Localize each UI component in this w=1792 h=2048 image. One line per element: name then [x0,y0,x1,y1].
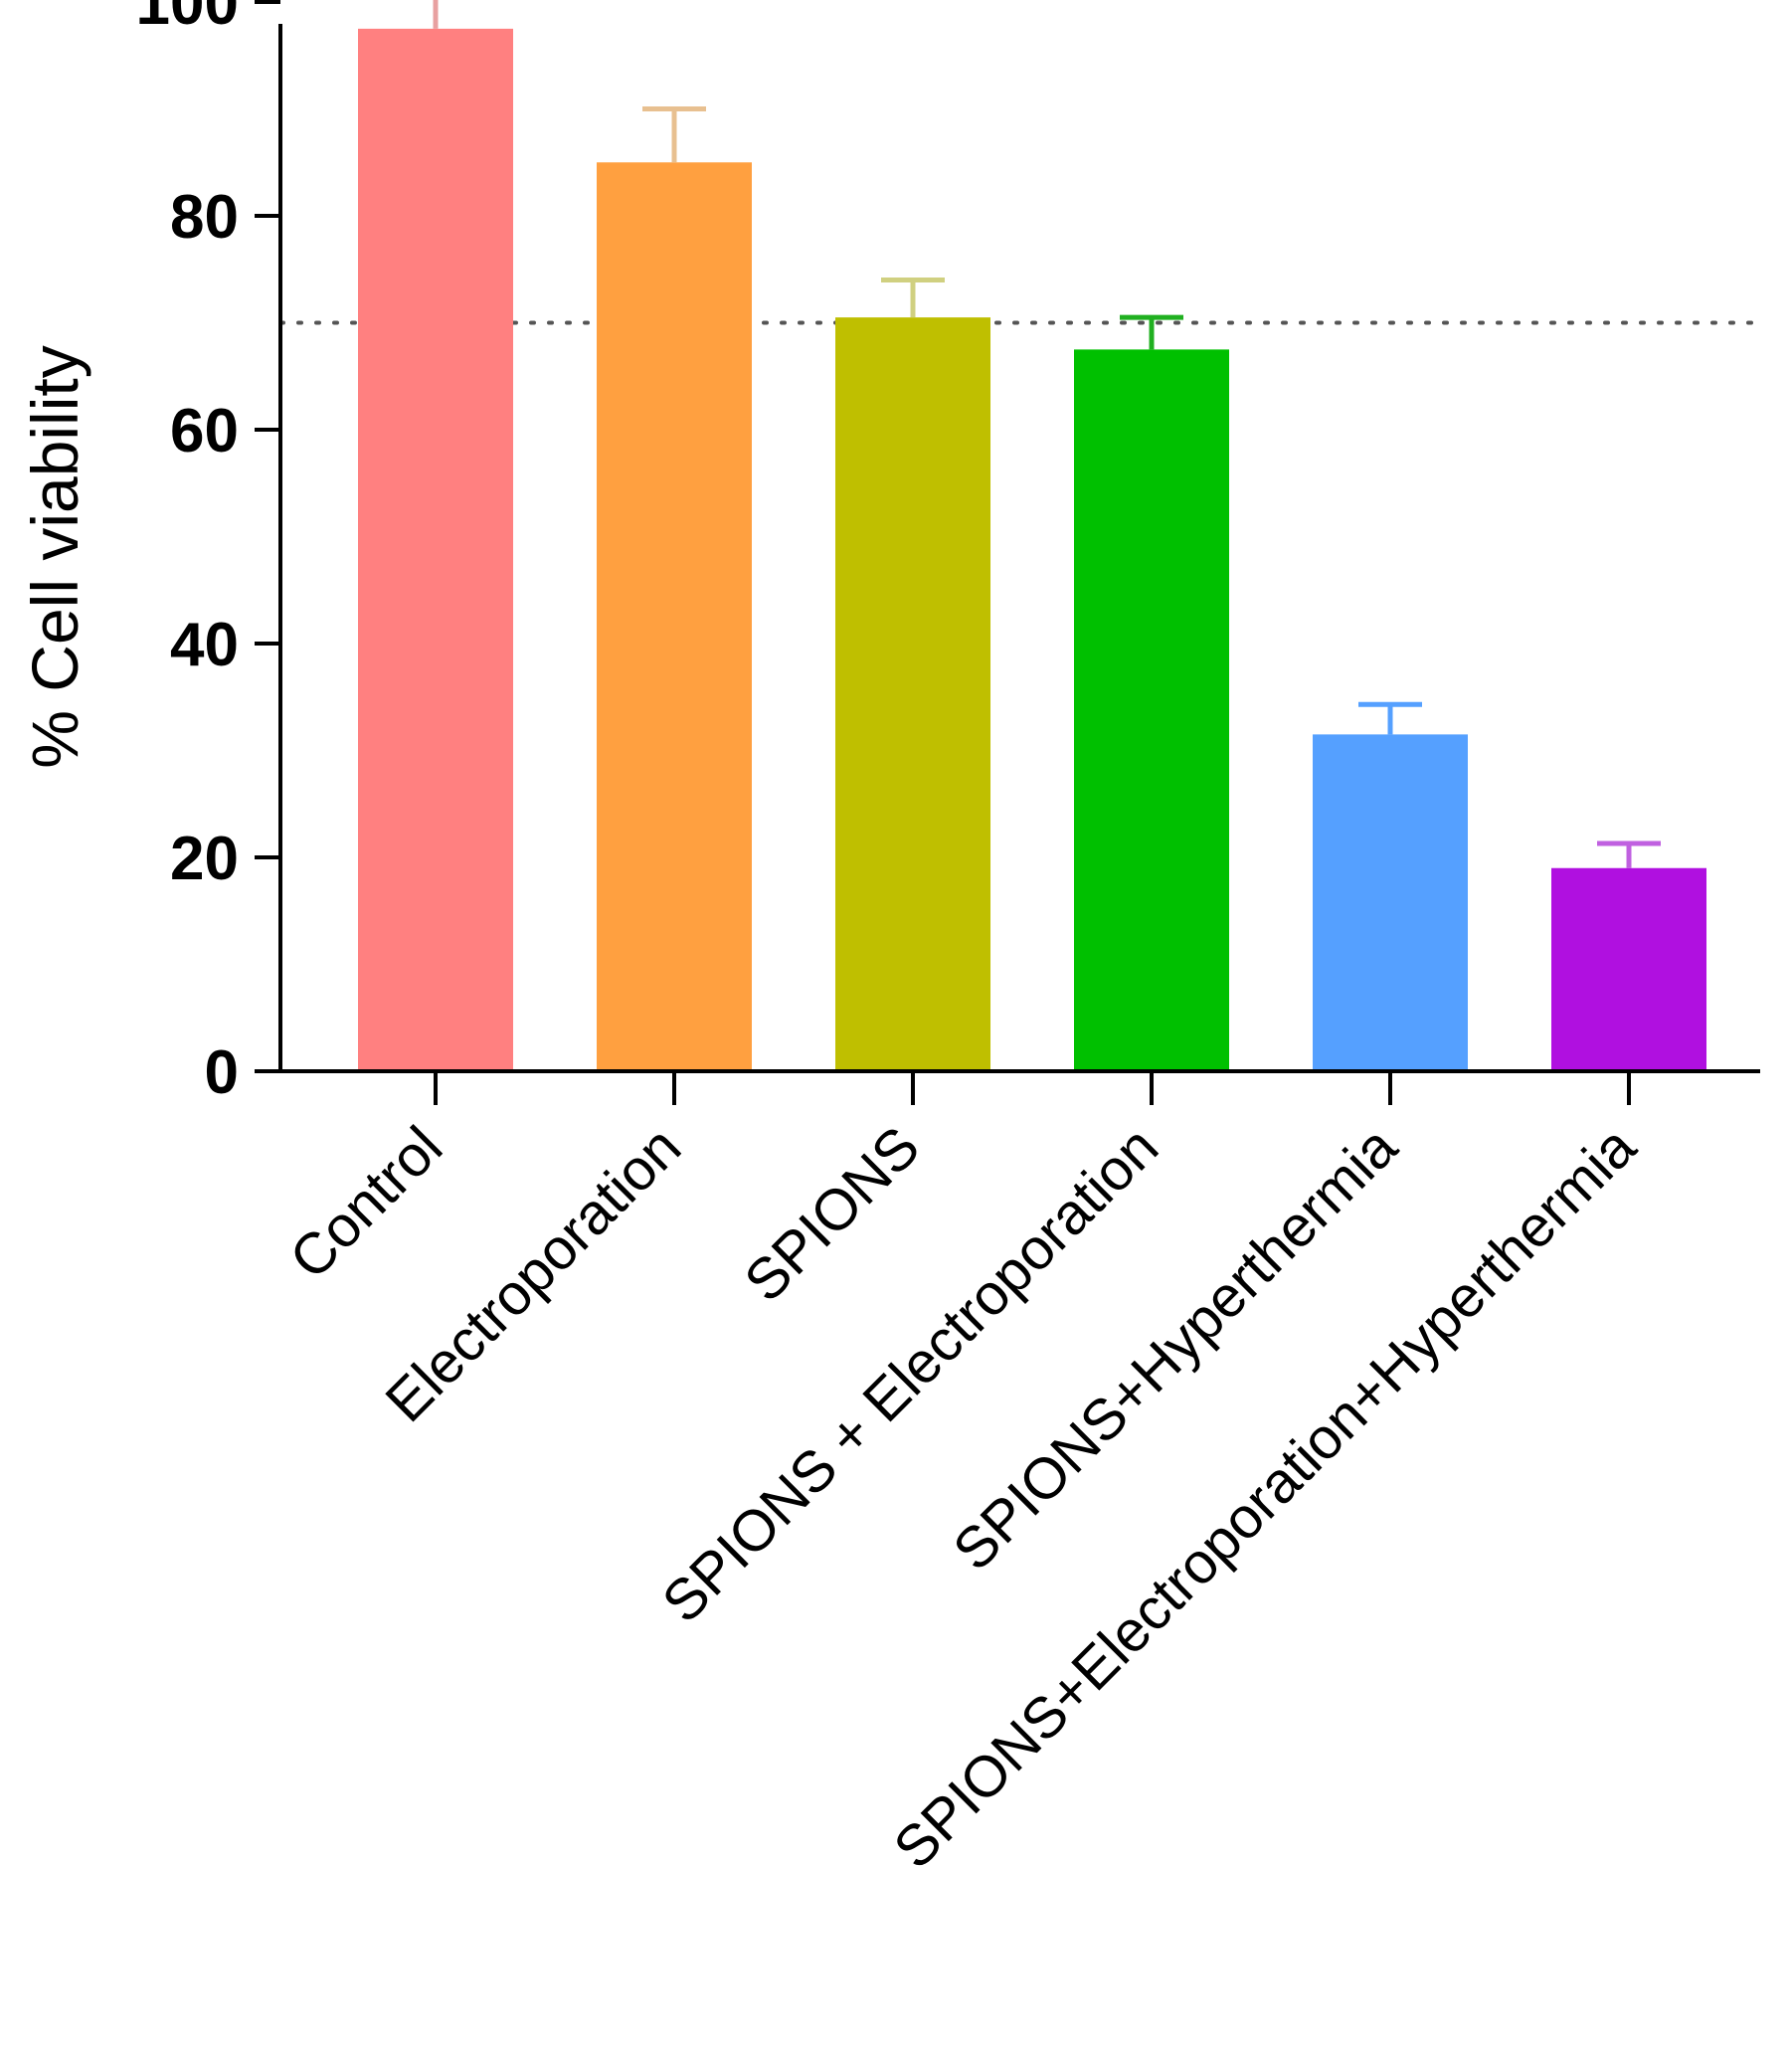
x-tick-label-2: SPIONS [732,1114,932,1314]
y-tick-label-4: 80 [170,183,239,252]
bars-layer [358,0,1706,1071]
x-tick-label-4: SPIONS+Hyperthermia [941,1114,1410,1583]
bar-2 [835,317,990,1071]
bar-4 [1313,734,1468,1071]
bar-0 [358,28,513,1071]
y-tick-label-2: 40 [170,611,239,679]
y-axis-title: % Cell viability [18,345,91,768]
x-tick-label-3: SPIONS + Electroporation [650,1114,1171,1635]
y-tick-label-3: 60 [170,397,239,465]
y-tick-label-5: 100 [136,0,239,38]
bar-3 [1074,349,1229,1071]
x-tick-label-0: Control [277,1114,454,1291]
bar-5 [1551,867,1706,1071]
y-tick-label-0: 0 [205,1038,239,1107]
y-tick-label-1: 20 [170,825,239,893]
bar-1 [597,162,752,1071]
